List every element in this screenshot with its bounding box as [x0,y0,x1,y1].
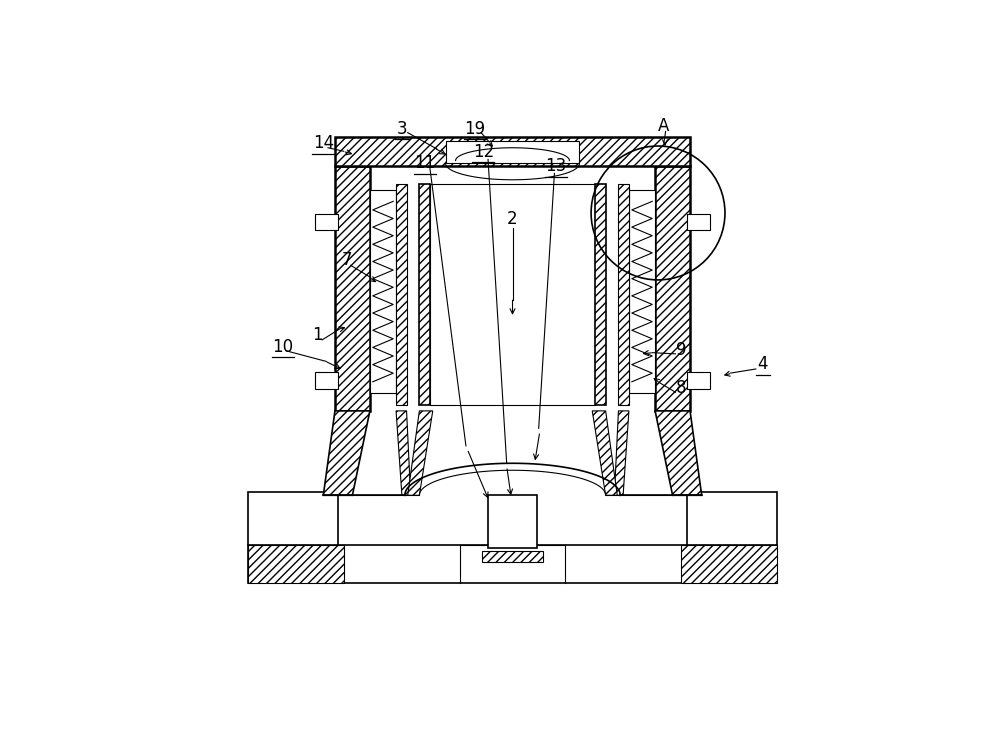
Polygon shape [396,411,411,495]
Bar [315,373,338,389]
Text: A: A [658,116,670,135]
Bar [335,166,370,411]
Text: 11: 11 [415,154,436,172]
Bar [335,138,690,166]
Polygon shape [592,411,617,495]
Bar [687,373,710,389]
Bar [595,184,606,405]
Text: 8: 8 [676,379,687,397]
Text: 3: 3 [397,119,407,138]
Bar [248,492,338,545]
Bar [488,495,537,547]
Bar [482,550,543,562]
Text: 12: 12 [473,143,494,161]
Text: 1: 1 [312,326,323,344]
Text: 10: 10 [272,338,293,356]
Text: 9: 9 [676,341,687,359]
Bar [396,184,407,405]
Bar [618,184,629,405]
Bar [681,545,777,583]
Text: 13: 13 [546,157,567,175]
Bar [687,214,710,231]
Text: 19: 19 [464,119,485,138]
Bar [315,214,338,231]
Bar [419,184,430,405]
Bar [370,190,396,393]
Bar [248,545,344,583]
Polygon shape [323,411,370,495]
Text: 7: 7 [341,250,352,268]
Bar [629,190,655,393]
Bar [687,492,777,545]
Polygon shape [614,411,629,495]
Polygon shape [408,411,433,495]
Bar [430,184,595,405]
Polygon shape [655,411,702,495]
Text: 14: 14 [313,134,334,152]
Bar [655,166,690,411]
Text: 2: 2 [507,209,518,228]
Bar [446,141,579,163]
Text: 4: 4 [758,355,768,373]
Bar [248,545,777,583]
